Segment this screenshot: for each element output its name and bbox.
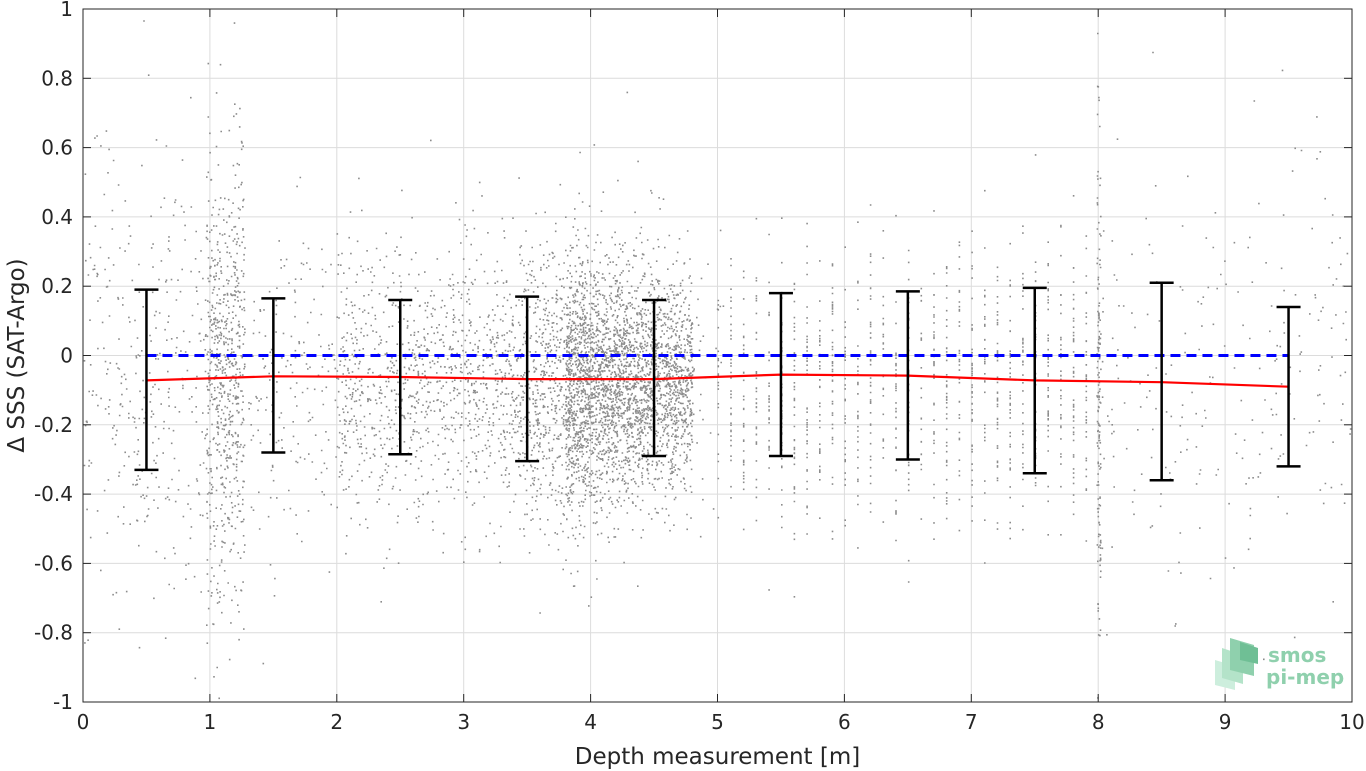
logo-text-pimep: pi-mep <box>1266 665 1344 689</box>
y-tick-label: -0.4 <box>34 482 73 506</box>
smos-pimep-logo: smos pi-mep <box>1215 638 1344 690</box>
error-bar <box>895 290 920 461</box>
y-tick-label: -0.2 <box>34 413 73 437</box>
error-bar <box>768 291 793 458</box>
mean-bias-line <box>146 373 1289 388</box>
error-bar <box>1149 281 1174 482</box>
scatter-points-cloud <box>83 20 1352 700</box>
ticks <box>82 8 1353 703</box>
error-bar <box>1022 286 1047 475</box>
x-tick-label: 10 <box>1339 710 1364 734</box>
error-bar <box>388 298 413 456</box>
x-tick-label: 2 <box>330 710 343 734</box>
x-axis-label: Depth measurement [m] <box>575 744 861 770</box>
x-tick-label: 6 <box>838 710 851 734</box>
x-tick-label: 1 <box>204 710 217 734</box>
y-tick-labels: 1 0.8 0.6 0.4 0.2 0 -0.2 -0.4 -0.6 -0.8 -1 <box>34 0 73 714</box>
logo-mark-icon <box>1215 638 1258 690</box>
y-tick-label: 0.2 <box>41 274 73 298</box>
x-tick-label: 3 <box>457 710 470 734</box>
error-bar <box>642 298 667 458</box>
x-tick-label: 7 <box>965 710 978 734</box>
y-tick-label: 0.8 <box>41 66 73 90</box>
scatter-points <box>83 20 1352 700</box>
y-tick-label: -0.6 <box>34 551 73 575</box>
y-tick-label: -1 <box>53 690 73 714</box>
x-tick-label: 8 <box>1092 710 1105 734</box>
mean-line <box>146 373 1289 388</box>
y-tick-label: 0.4 <box>41 205 73 229</box>
error-bar <box>1276 305 1301 468</box>
x-tick-label: 4 <box>584 710 597 734</box>
x-tick-labels: 0 1 2 3 4 5 6 7 8 9 10 <box>77 710 1365 734</box>
logo-text-smos: smos <box>1268 643 1326 667</box>
y-tick-label: 1 <box>60 0 73 21</box>
y-tick-label: -0.8 <box>34 621 73 645</box>
x-tick-label: 9 <box>1219 710 1232 734</box>
y-tick-label: 0 <box>60 344 73 368</box>
error-bars <box>134 281 1301 482</box>
error-bar <box>515 295 540 463</box>
x-tick-label: 0 <box>77 710 90 734</box>
error-bar <box>134 288 159 472</box>
x-tick-label: 5 <box>711 710 724 734</box>
error-bar <box>261 297 286 454</box>
y-tick-label: 0.6 <box>41 136 73 160</box>
y-axis-label: Δ SSS (SAT-Argo) <box>4 258 30 452</box>
